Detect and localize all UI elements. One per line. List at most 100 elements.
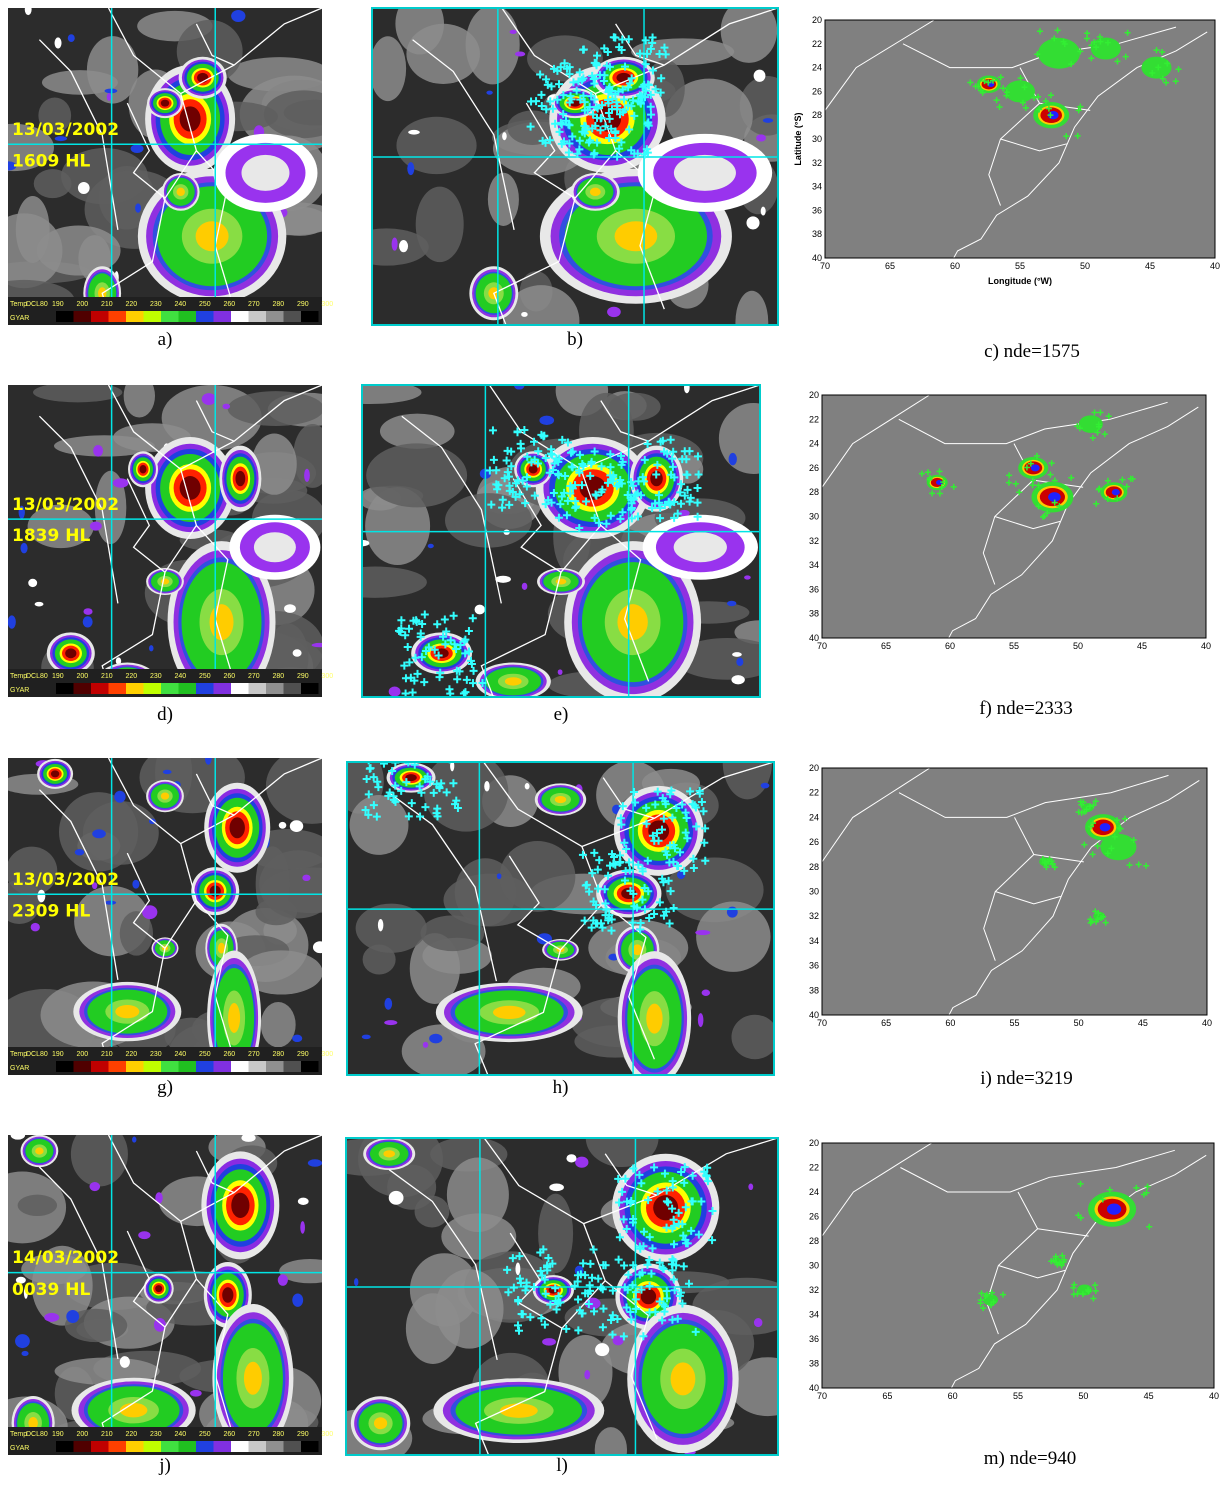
cloud-speck xyxy=(595,1343,609,1356)
colorbar-label: 200 xyxy=(77,1431,89,1438)
satellite-panel: 13/03/20022309 HLTempDCL8019020021022023… xyxy=(0,739,362,1098)
colorbar-footer: GYAR xyxy=(10,1065,29,1072)
caption: c) nde=1575 xyxy=(984,341,1080,362)
colorbar-swatch xyxy=(231,1061,249,1072)
cloud-cell xyxy=(228,1003,240,1033)
cloud-speck xyxy=(278,1274,288,1285)
y-tick-label: 32 xyxy=(809,911,819,921)
cloud-speck xyxy=(222,404,230,410)
cloud-cell xyxy=(177,188,185,196)
cloud-patch xyxy=(34,169,72,198)
cloud-speck xyxy=(542,1338,556,1346)
cloud-cell xyxy=(115,1005,139,1018)
colorbar-label: 190 xyxy=(52,673,64,680)
cloud-patch xyxy=(538,1194,573,1274)
cloud-cell xyxy=(615,221,658,251)
map-area xyxy=(825,20,1215,258)
discharge-cluster xyxy=(1091,38,1121,60)
colorbar-footer: GYAR xyxy=(10,1445,29,1452)
cloud-cell xyxy=(180,476,201,500)
caption: e) xyxy=(554,704,569,725)
y-tick-label: 30 xyxy=(812,134,822,144)
cloud-speck xyxy=(698,1013,704,1027)
cloud-cell xyxy=(674,532,727,562)
cloud-speck xyxy=(308,1159,322,1166)
imagery xyxy=(334,725,778,1087)
y-tick-label: 22 xyxy=(812,39,822,49)
colorbar-swatch xyxy=(301,1441,319,1452)
cloud-patch xyxy=(279,1259,341,1283)
x-tick-label: 55 xyxy=(1013,1391,1023,1401)
colorbar-swatch xyxy=(284,683,302,694)
cloud-speck xyxy=(558,669,563,675)
cloud-cell xyxy=(155,1285,162,1292)
colorbar-swatch xyxy=(109,311,127,322)
colorbar-swatch xyxy=(91,311,109,322)
colorbar-label: 300 xyxy=(322,673,334,680)
colorbar-swatch xyxy=(231,683,249,694)
colorbar-swatch xyxy=(161,683,179,694)
colorbar-label: Temp xyxy=(10,1431,27,1438)
cloud-speck xyxy=(44,1313,59,1322)
colorbar-label: 210 xyxy=(101,301,113,308)
colorbar-swatch xyxy=(284,311,302,322)
date-stamp: 14/03/2002 xyxy=(12,1248,119,1268)
cloud-patch xyxy=(350,795,409,855)
x-tick-label: 70 xyxy=(817,641,827,651)
colorbar-label: 190 xyxy=(52,301,64,308)
discharge-cross xyxy=(453,747,461,755)
cloud-cell xyxy=(493,1006,526,1019)
x-tick-label: 60 xyxy=(948,1391,958,1401)
caption: i) nde=3219 xyxy=(980,1068,1073,1089)
x-tick-label: 40 xyxy=(1202,1018,1212,1028)
x-tick-label: 50 xyxy=(1073,641,1083,651)
cloud-patch xyxy=(266,747,358,824)
colorbar-label: Temp xyxy=(10,1051,27,1058)
cloud-speck xyxy=(407,162,414,175)
cloud-speck xyxy=(763,118,773,123)
y-tick-label: 26 xyxy=(809,837,819,847)
satellite-panel: 13/03/20021839 HLTempDCL8019020021022023… xyxy=(8,374,347,725)
colorbar-swatch xyxy=(144,1441,162,1452)
time-stamp: 2309 HL xyxy=(12,902,90,922)
colorbar-swatch xyxy=(196,1061,214,1072)
cloud-speck xyxy=(11,1131,26,1140)
y-tick-label: 26 xyxy=(812,86,822,96)
cloud-speck xyxy=(292,1293,303,1306)
colorbar-label: 260 xyxy=(224,1431,236,1438)
map-background xyxy=(822,395,1206,638)
cloud-speck xyxy=(21,1351,28,1356)
cloud-speck xyxy=(510,30,517,34)
colorbar-swatch xyxy=(249,1061,267,1072)
cloud-speck xyxy=(408,130,420,135)
colorbar-swatch xyxy=(74,683,92,694)
date-stamp: 13/03/2002 xyxy=(12,120,119,140)
overlay-panel: l) xyxy=(315,1109,806,1476)
cloud-speck xyxy=(502,132,507,140)
colorbar-label: 240 xyxy=(175,1051,187,1058)
cloud-speck xyxy=(736,658,743,666)
y-tick-label: 28 xyxy=(809,862,819,872)
colorbar-swatch xyxy=(179,683,197,694)
y-tick-label: 28 xyxy=(809,1236,819,1246)
colorbar-label: 270 xyxy=(248,1051,260,1058)
imagery xyxy=(345,0,799,357)
cloud-speck xyxy=(575,1157,588,1168)
colorbar-swatch xyxy=(91,683,109,694)
cloud-speck xyxy=(113,478,129,487)
cloud-cell xyxy=(120,1403,148,1417)
cloud-speck xyxy=(362,1035,371,1039)
colorbar-label: 230 xyxy=(150,673,162,680)
colorbar-label: 290 xyxy=(297,301,309,308)
cloud-speck xyxy=(354,1278,358,1286)
colorbar-label: DCL80 xyxy=(26,673,48,680)
cloud-patch xyxy=(416,187,464,262)
y-tick-label: 34 xyxy=(809,1310,819,1320)
overlay-panel: h) xyxy=(334,725,778,1098)
cloud-cell xyxy=(196,221,229,251)
colorbar-swatch xyxy=(56,1061,74,1072)
colorbar-swatch xyxy=(266,683,284,694)
cloud-speck xyxy=(495,576,511,583)
y-tick-label: 36 xyxy=(812,205,822,215)
cloud-speck xyxy=(205,753,212,765)
